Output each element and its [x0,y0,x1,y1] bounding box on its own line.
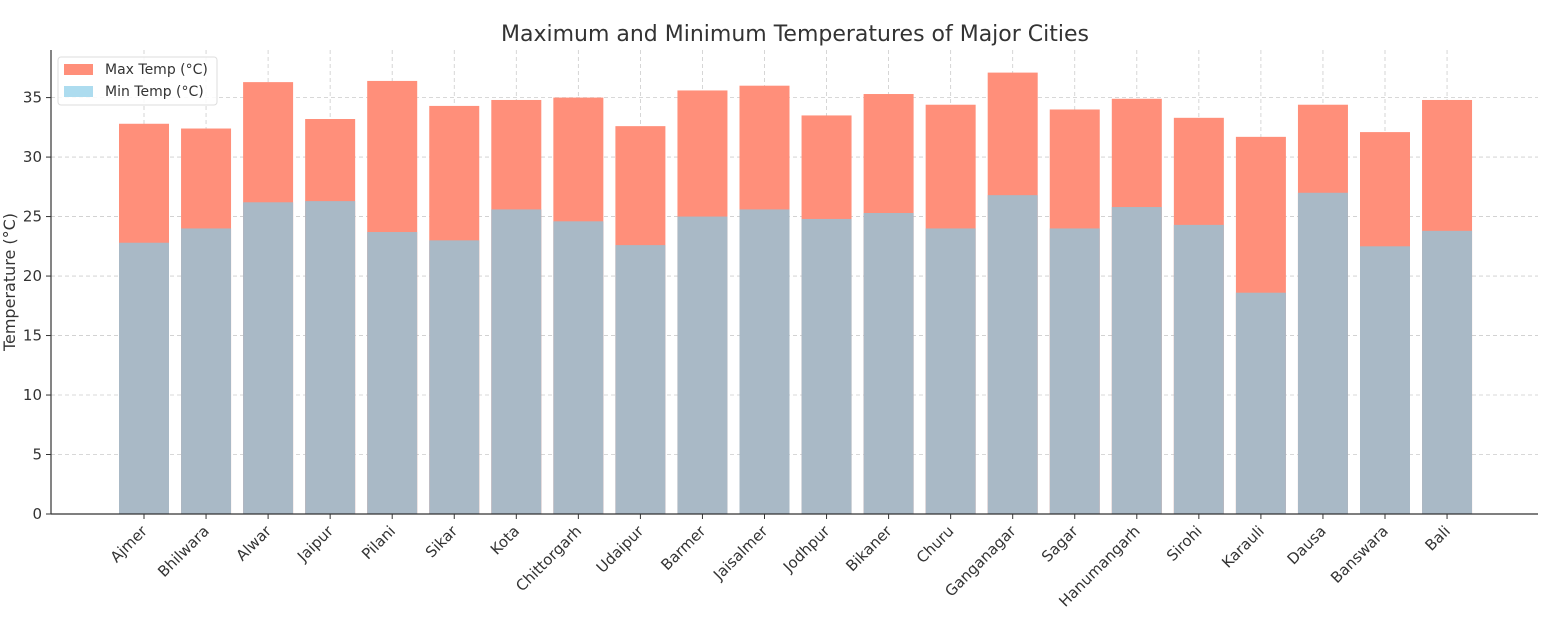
x-tick-label: Udaipur [593,522,648,577]
bar-min-ajmer [119,242,169,514]
x-tick-label: Sirohi [1163,522,1206,565]
bar-min-karauli [1235,292,1286,514]
x-tick-label: Pilani [358,522,399,563]
bar-min-sikar [429,240,480,514]
legend-box [57,56,218,106]
bar-min-hanumangarh [1111,207,1162,515]
bar-min-bali [1422,230,1473,515]
x-tick-label: Sagar [1038,522,1082,566]
bar-min-udaipur [615,245,666,514]
x-tick-label: Sikar [422,522,462,562]
bar-min-barmer [677,216,728,515]
x-tick-label: Banswara [1327,522,1392,587]
x-tick-label: Barmer [657,522,709,574]
x-tick-label: Churu [913,522,958,567]
y-tick-label: 15 [23,327,42,345]
bar-min-bhilwara [181,228,232,514]
y-tick-label: 30 [23,148,42,166]
legend-swatch-max [64,64,93,75]
bar-min-churu [925,228,976,514]
bar-min-sirohi [1173,224,1224,514]
y-tick-label: 0 [32,505,42,523]
y-tick-label: 10 [23,386,42,404]
x-tick-label: Jodhpur [779,522,834,577]
bar-min-sagar [1049,228,1100,514]
x-tick-label: Bhilwara [154,522,213,581]
x-tick-label: Dausa [1284,522,1330,568]
legend-swatch-min [64,86,93,97]
legend: Max Temp (°C) Min Temp (°C) [57,56,218,106]
x-tick-label: Chittorgarh [512,522,585,595]
x-tick-label: Bikaner [842,522,896,576]
chart-title: Maximum and Minimum Temperatures of Majo… [501,22,1089,47]
x-tick-label: Ajmer [107,522,152,567]
x-tick-label: Jaisalmer [709,522,772,585]
y-tick-label: 5 [32,446,42,464]
bar-min-bikaner [863,212,914,514]
bar-min-dausa [1297,192,1348,514]
x-tick-label: Alwar [232,522,275,565]
bar-min-banswara [1360,246,1410,515]
legend-label-min: Min Temp (°C) [105,84,204,100]
y-axis-label: Temperature (°C) [0,213,19,352]
bar-min-jaisalmer [739,209,790,514]
bar-min-kota [491,209,542,514]
x-tick-label: Karauli [1218,522,1267,571]
bar-min-jodhpur [801,218,852,514]
y-tick-label: 35 [23,89,42,107]
bar-min-chittorgarh [553,221,604,515]
x-tick-label: Bali [1421,522,1453,554]
bar-min-ganganagar [987,195,1038,514]
y-tick-label: 20 [23,267,42,285]
bars [119,72,1473,515]
bar-min-jaipur [305,201,356,514]
legend-label-max: Max Temp (°C) [105,62,208,78]
y-tick-label: 25 [23,208,42,226]
bar-min-pilani [367,232,418,514]
x-tick-label: Jaipur [293,522,337,566]
x-tick-label: Kota [487,522,523,558]
bar-min-alwar [243,202,294,515]
